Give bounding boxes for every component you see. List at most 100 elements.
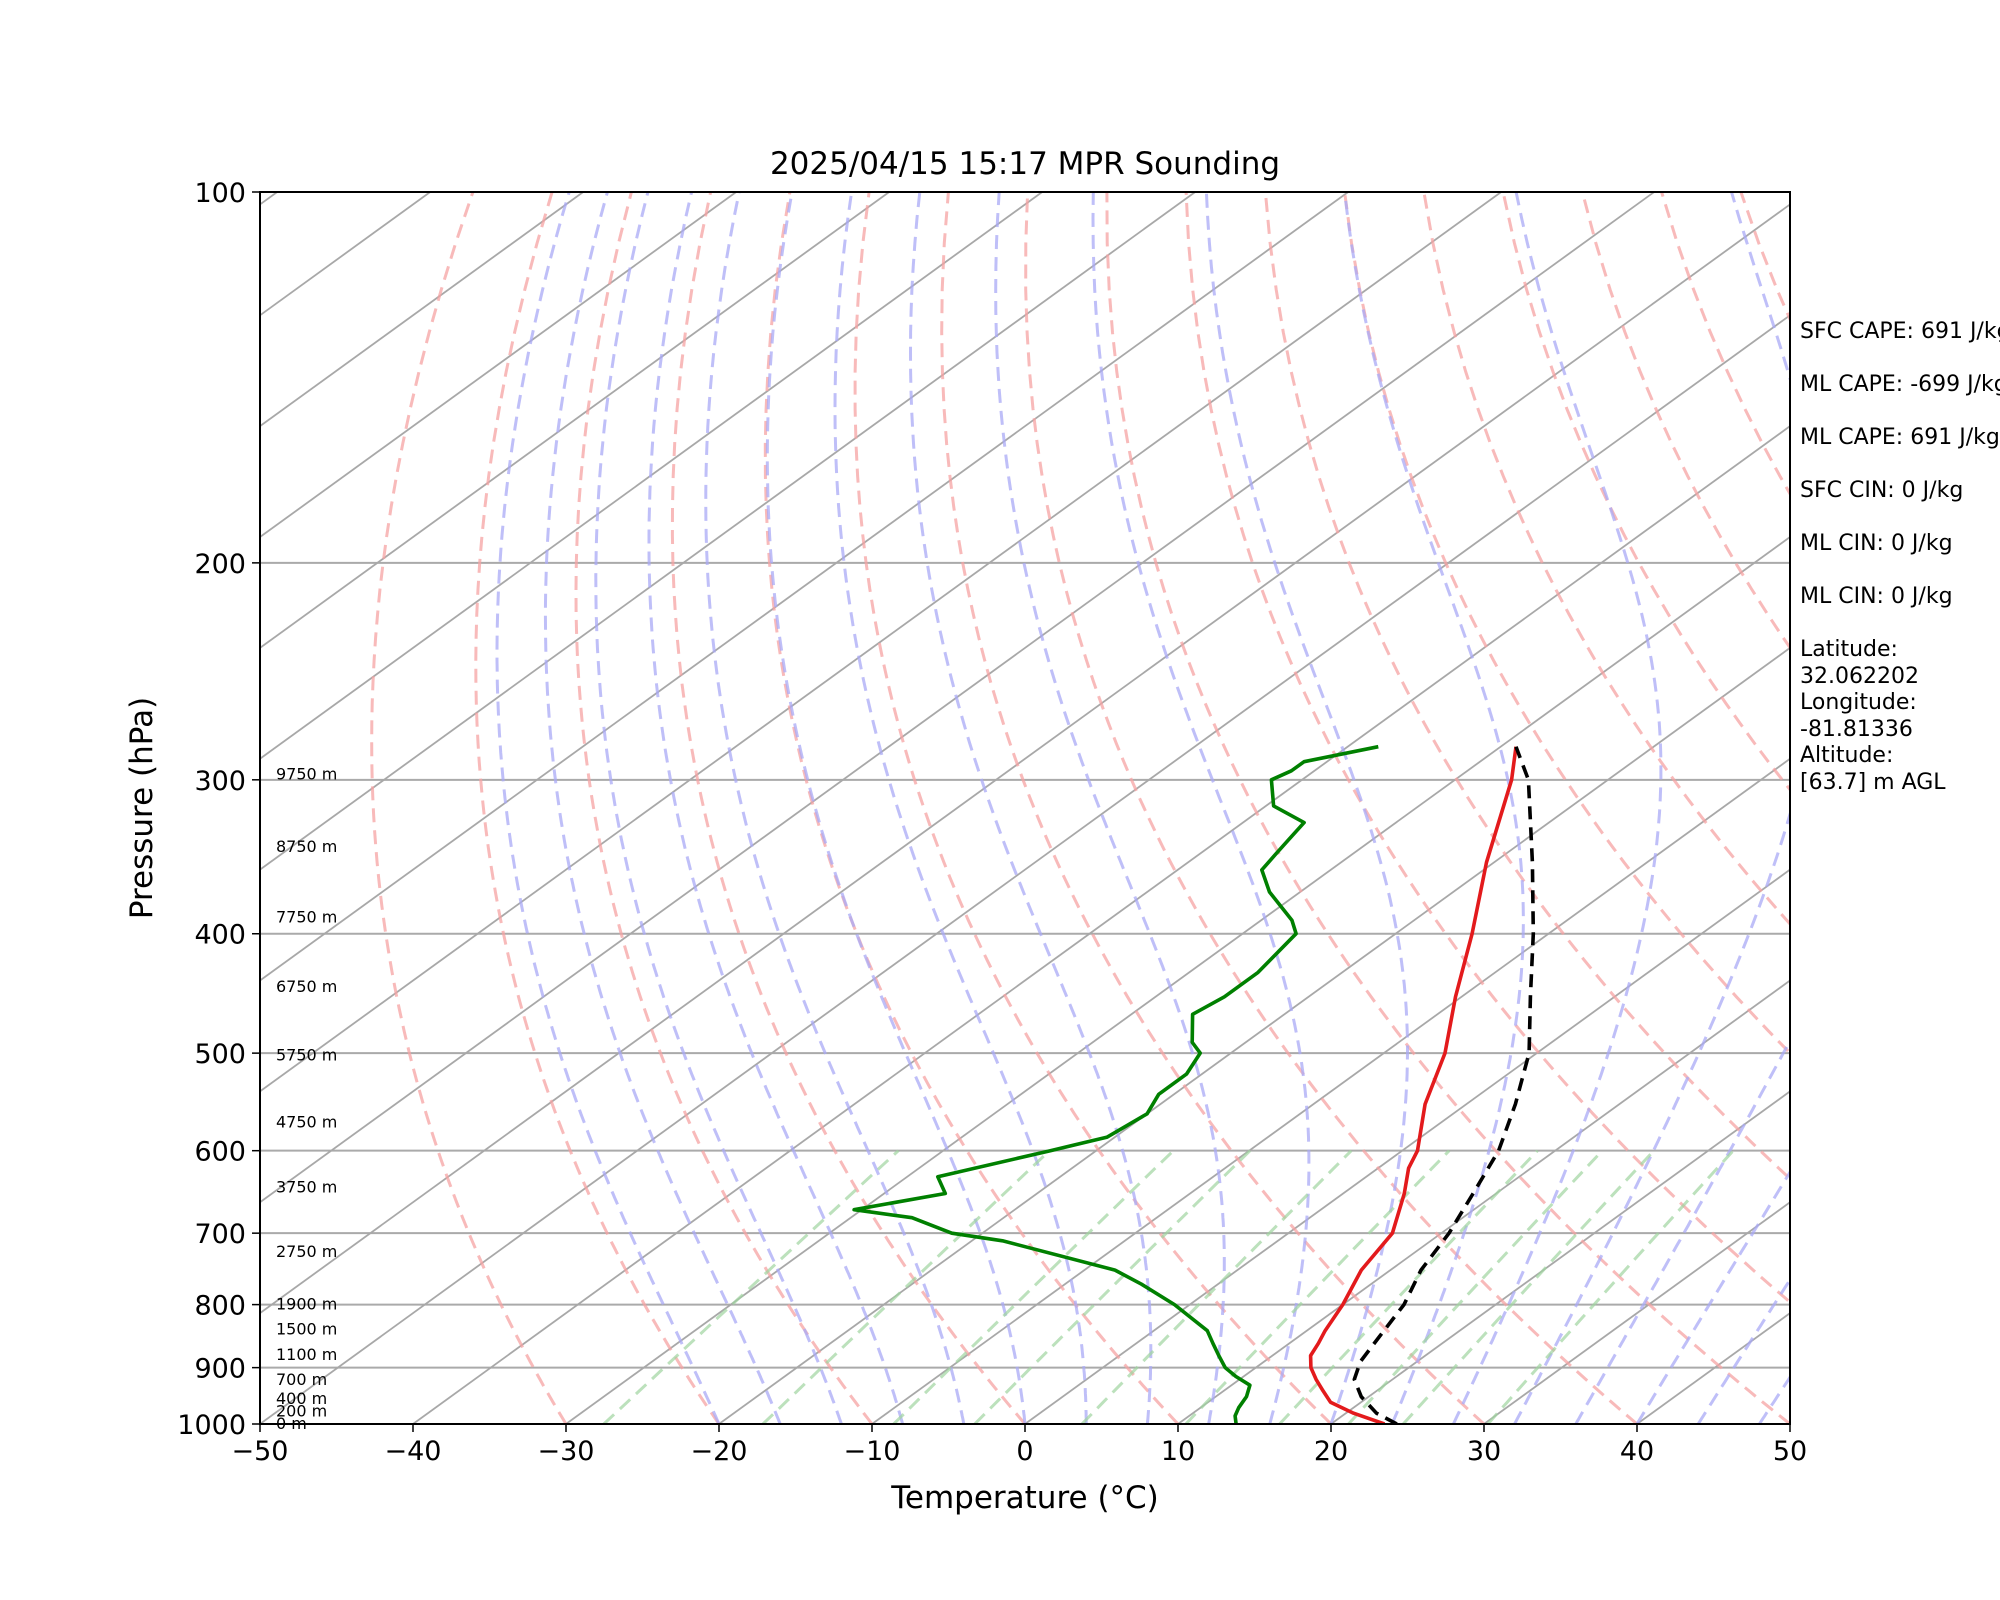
y-tick-label: 600: [194, 1137, 246, 1168]
height-label: 4750 m: [276, 1112, 337, 1131]
dry-adiabat-line: [853, 192, 1333, 1424]
x-tick-label: 0: [1016, 1436, 1033, 1467]
dry-adiabat-line: [1343, 192, 1790, 1056]
height-label: 2750 m: [276, 1242, 337, 1261]
height-label: 6750 m: [276, 977, 337, 996]
axis-ticks: −50 −40 −30 −20 −10 0 10 20 30 40 50 100 200 300 400 50…: [177, 178, 1807, 1467]
dry-adiabat-line: [940, 192, 1486, 1424]
x-tick-label: 50: [1773, 1436, 1807, 1467]
sounding-parameter-text: SFC CIN: 0 J/kg: [1800, 478, 1963, 503]
x-tick-label: −30: [538, 1436, 595, 1467]
isotherm-line: [260, 192, 584, 428]
sounding-parameter-text: Latitude:: [1800, 637, 1898, 662]
isotherm-line: [260, 192, 1502, 1093]
x-tick-label: 10: [1161, 1436, 1195, 1467]
moist-adiabat-line: [704, 192, 966, 1424]
isotherm-line: [1024, 868, 1790, 1424]
isotherm-line: [260, 203, 1790, 1315]
mixing-ratio-line: [1184, 1149, 1451, 1424]
mixing-ratio-line: [1347, 1149, 1604, 1424]
height-label: 1900 m: [276, 1295, 337, 1314]
sounding-traces: [852, 744, 1536, 1424]
isotherm-line: [1177, 979, 1790, 1424]
mixing-ratio-line: [1486, 1149, 1735, 1424]
height-label: 7750 m: [276, 907, 337, 926]
moist-adiabat-line: [1574, 1037, 1790, 1424]
parcel-profile-trace: [1352, 746, 1536, 1424]
isotherm-line: [718, 646, 1790, 1424]
y-tick-label: 200: [194, 549, 246, 580]
isotherm-line: [412, 425, 1790, 1424]
moist-adiabat-line: [994, 192, 1226, 1424]
isotherm-line: [871, 757, 1790, 1424]
sounding-parameter-text: Longitude:: [1800, 690, 1917, 715]
height-label: 3750 m: [276, 1178, 337, 1197]
dry-adiabat-line: [1263, 192, 1790, 1181]
dry-adiabat-line: [670, 192, 1027, 1424]
chart-title: 2025/04/15 15:17 MPR Sounding: [770, 146, 1280, 182]
moist-adiabat-line: [495, 192, 721, 1424]
isotherm-line: [260, 192, 737, 539]
height-label: 700 m: [276, 1370, 327, 1389]
sounding-parameter-text: -81.81336: [1800, 717, 1913, 742]
dewpoint-trace: [852, 744, 1379, 1424]
moist-adiabat-line: [647, 192, 905, 1424]
sounding-parameters: SFC CAPE: 691 J/kg ML CAPE: -699 J/kg ML C…: [1800, 319, 2000, 795]
y-tick-label: 300: [194, 766, 246, 797]
sounding-parameter-text: ML CAPE: -699 J/kg: [1800, 372, 2000, 397]
mixing-ratio-line: [973, 1149, 1252, 1424]
moist-adiabat-line: [543, 192, 782, 1424]
sounding-parameter-text: ML CIN: 0 J/kg: [1800, 531, 1953, 556]
height-label: 5750 m: [276, 1045, 337, 1064]
dry-adiabat-line: [474, 192, 721, 1424]
sounding-parameter-text: SFC CAPE: 691 J/kg: [1800, 319, 2000, 344]
isotherm-line: [260, 192, 1196, 871]
moist-adiabat-line: [1091, 192, 1311, 1424]
x-tick-label: −10: [844, 1436, 901, 1467]
dry-adiabat-line: [370, 192, 568, 1424]
y-axis-label: Pressure (hPa): [124, 697, 160, 919]
dry-adiabat-line: [1184, 192, 1790, 1305]
moist-adiabat-line: [1204, 192, 1409, 1424]
height-label: 9750 m: [276, 764, 337, 783]
mixing-ratio-line: [892, 1149, 1175, 1424]
x-tick-label: 20: [1314, 1436, 1348, 1467]
dry-adiabat-line: [1501, 192, 1790, 792]
temperature-trace: [1308, 746, 1518, 1424]
y-tick-label: 900: [194, 1354, 246, 1385]
moist-adiabat-line: [594, 192, 843, 1424]
x-tick-label: 30: [1467, 1436, 1501, 1467]
sounding-parameter-text: [63.7] m AGL: [1800, 770, 1946, 795]
plot-frame: [259, 191, 1791, 1425]
isotherm-line: [1330, 1090, 1790, 1424]
isotherm-line: [260, 192, 1655, 1204]
moist-adiabat-line: [765, 192, 1027, 1424]
y-tick-label: 1000: [177, 1410, 246, 1441]
mixing-ratio-line: [1402, 1149, 1655, 1424]
moist-adiabat-line: [833, 192, 1088, 1424]
sounding-parameter-text: ML CIN: 0 J/kg: [1800, 584, 1953, 609]
x-tick-label: −20: [691, 1436, 748, 1467]
mixing-ratio-line: [1278, 1149, 1539, 1424]
height-label: 1100 m: [276, 1345, 337, 1364]
moist-adiabat-line: [1513, 192, 1790, 1424]
isotherm-line: [565, 535, 1790, 1424]
y-tick-label: 700: [194, 1219, 246, 1250]
x-tick-label: −50: [232, 1436, 289, 1467]
mixing-ratio-line: [761, 1149, 1051, 1424]
height-label: 200 m: [276, 1402, 327, 1421]
sounding-parameter-text: ML CAPE: 691 J/kg: [1800, 425, 2000, 450]
moist-adiabat-line: [1452, 192, 1663, 1424]
x-tick-label: −40: [385, 1436, 442, 1467]
x-axis-label: Temperature (°C): [890, 1480, 1159, 1516]
y-tick-label: 100: [194, 178, 246, 209]
x-tick-label: 40: [1620, 1436, 1654, 1467]
isotherm-line: [260, 314, 1790, 1424]
y-tick-label: 400: [194, 920, 246, 951]
isotherm-line: [1483, 1201, 1790, 1424]
mixing-ratio-line: [1080, 1149, 1353, 1424]
dry-adiabat-line: [1024, 192, 1638, 1424]
dry-adiabat-line: [1105, 192, 1790, 1424]
